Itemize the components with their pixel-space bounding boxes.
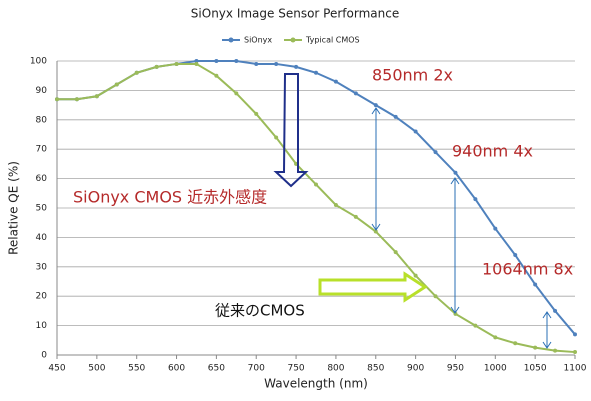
point: [553, 348, 558, 353]
point: [433, 294, 438, 299]
x-tick-label: 700: [248, 364, 265, 374]
point: [573, 332, 577, 337]
point: [194, 61, 199, 66]
point: [473, 197, 478, 202]
point: [413, 273, 418, 278]
point: [413, 129, 418, 134]
point: [274, 61, 279, 66]
point: [333, 203, 338, 208]
point: [373, 103, 378, 108]
arrow-head: [371, 107, 381, 231]
annotation: 850nm 2x: [372, 66, 453, 85]
y-tick-label: 0: [41, 351, 47, 361]
x-tick-label: 500: [88, 364, 105, 374]
annotation: SiOnyx CMOS 近赤外感度: [73, 188, 267, 207]
x-tick-label: 600: [168, 364, 185, 374]
point: [55, 97, 59, 102]
point: [294, 64, 299, 69]
point: [174, 61, 179, 66]
green-arrow: [318, 271, 428, 303]
point: [533, 345, 538, 350]
point: [553, 308, 558, 313]
point: [214, 73, 219, 78]
x-tick-label: 850: [367, 364, 384, 374]
point: [513, 253, 518, 258]
x-tick-label: 750: [287, 364, 304, 374]
x-tick-label: 650: [208, 364, 225, 374]
x-tick-label: 1100: [564, 364, 587, 374]
point: [353, 91, 358, 96]
x-tick-label: 950: [447, 364, 464, 374]
y-tick-label: 50: [36, 204, 48, 214]
y-axis-label: Relative QE (%): [7, 161, 21, 255]
point: [493, 226, 498, 231]
point: [533, 282, 538, 287]
point: [353, 214, 358, 219]
annotation: 従来のCMOS: [215, 302, 305, 320]
x-tick-label: 900: [407, 364, 424, 374]
annotation: 940nm 4x: [452, 142, 533, 161]
arrow-head: [450, 177, 460, 314]
big-arrow: [273, 73, 309, 188]
point: [573, 350, 577, 355]
point: [393, 114, 398, 119]
y-tick-label: 100: [30, 57, 47, 67]
annotation: 1064nm 8x: [482, 260, 573, 279]
y-tick-label: 20: [36, 292, 48, 302]
y-tick-label: 40: [36, 233, 48, 243]
point: [274, 135, 279, 140]
point: [314, 70, 318, 75]
y-tick-label: 70: [36, 145, 48, 155]
point: [234, 91, 239, 96]
chart-title: SiOnyx Image Sensor Performance: [191, 7, 399, 21]
point: [194, 59, 199, 63]
x-tick-label: 450: [48, 364, 65, 374]
y-tick-label: 90: [36, 86, 48, 96]
point: [74, 97, 79, 102]
x-tick-label: 800: [327, 364, 344, 374]
arrow-head: [542, 311, 552, 349]
legend-marker: [228, 37, 234, 43]
legend-label: SiOnyx: [244, 36, 272, 45]
point: [214, 59, 219, 63]
point: [314, 182, 318, 187]
legend-marker: [290, 37, 296, 43]
x-tick-label: 1000: [484, 364, 507, 374]
y-tick-label: 30: [36, 262, 48, 272]
point: [254, 61, 259, 66]
x-axis-label: Wavelength (nm): [264, 377, 368, 391]
point: [154, 64, 159, 69]
y-tick-label: 10: [36, 321, 48, 331]
point: [94, 94, 99, 99]
point: [234, 59, 239, 63]
point: [493, 335, 498, 340]
point: [134, 70, 139, 75]
point: [333, 79, 338, 84]
point: [473, 323, 478, 328]
x-tick-label: 550: [128, 364, 145, 374]
point: [393, 250, 398, 255]
point: [254, 111, 259, 116]
point: [114, 82, 119, 87]
point: [453, 170, 458, 175]
y-tick-label: 80: [36, 115, 48, 125]
y-tick-label: 60: [36, 174, 48, 184]
point: [513, 341, 518, 346]
legend-label: Typical CMOS: [305, 36, 360, 45]
x-tick-label: 1050: [524, 364, 547, 374]
point: [373, 229, 378, 234]
point: [433, 150, 438, 155]
